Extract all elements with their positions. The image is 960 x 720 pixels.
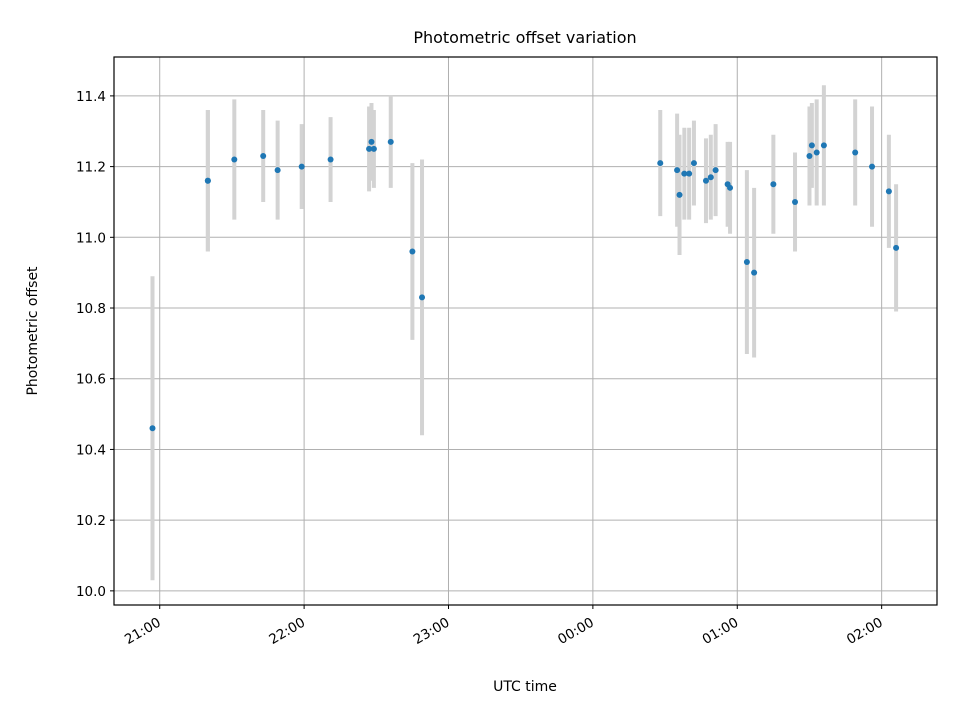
data-point	[712, 167, 719, 174]
y-tick-label: 10.0	[76, 584, 106, 600]
data-point	[702, 177, 709, 184]
data-point	[813, 149, 820, 156]
data-point	[387, 138, 394, 145]
data-point	[274, 167, 281, 174]
grid-lines	[114, 57, 937, 605]
data-point	[298, 163, 305, 170]
data-point	[149, 425, 156, 432]
y-tick-label: 11.2	[76, 160, 106, 176]
data-point	[409, 248, 416, 255]
y-tick-label: 10.4	[76, 442, 106, 458]
data-point	[681, 170, 688, 177]
data-point	[370, 145, 377, 152]
data-point	[231, 156, 238, 163]
data-point	[885, 188, 892, 195]
data-point	[419, 294, 426, 301]
data-point	[707, 174, 714, 181]
data-point	[820, 142, 827, 149]
data-point	[869, 163, 876, 170]
y-tick-label: 11.0	[76, 230, 106, 246]
y-tick-label: 10.6	[76, 372, 106, 388]
data-point	[657, 160, 664, 167]
data-point	[690, 160, 697, 167]
data-point	[792, 198, 799, 205]
data-point	[368, 138, 375, 145]
data-point	[204, 177, 211, 184]
data-point	[676, 191, 683, 198]
data-point	[751, 269, 758, 276]
data-point	[260, 152, 267, 159]
data-point	[806, 152, 813, 159]
data-point	[743, 259, 750, 266]
data-point	[727, 184, 734, 191]
plot-frame	[113, 56, 938, 606]
y-tick-label: 10.8	[76, 301, 106, 317]
data-point	[770, 181, 777, 188]
data-point	[893, 244, 900, 251]
data-point	[327, 156, 334, 163]
data-points	[149, 138, 900, 432]
chart-title: Photometric offset variation	[413, 28, 636, 47]
data-point	[674, 167, 681, 174]
data-point	[852, 149, 859, 156]
data-point	[686, 170, 693, 177]
y-axis-label: Photometric offset	[25, 266, 41, 396]
data-point	[366, 145, 373, 152]
data-point	[808, 142, 815, 149]
y-tick-label: 11.4	[76, 89, 106, 105]
y-tick-label: 10.2	[76, 513, 106, 529]
x-axis-label: UTC time	[493, 679, 557, 695]
